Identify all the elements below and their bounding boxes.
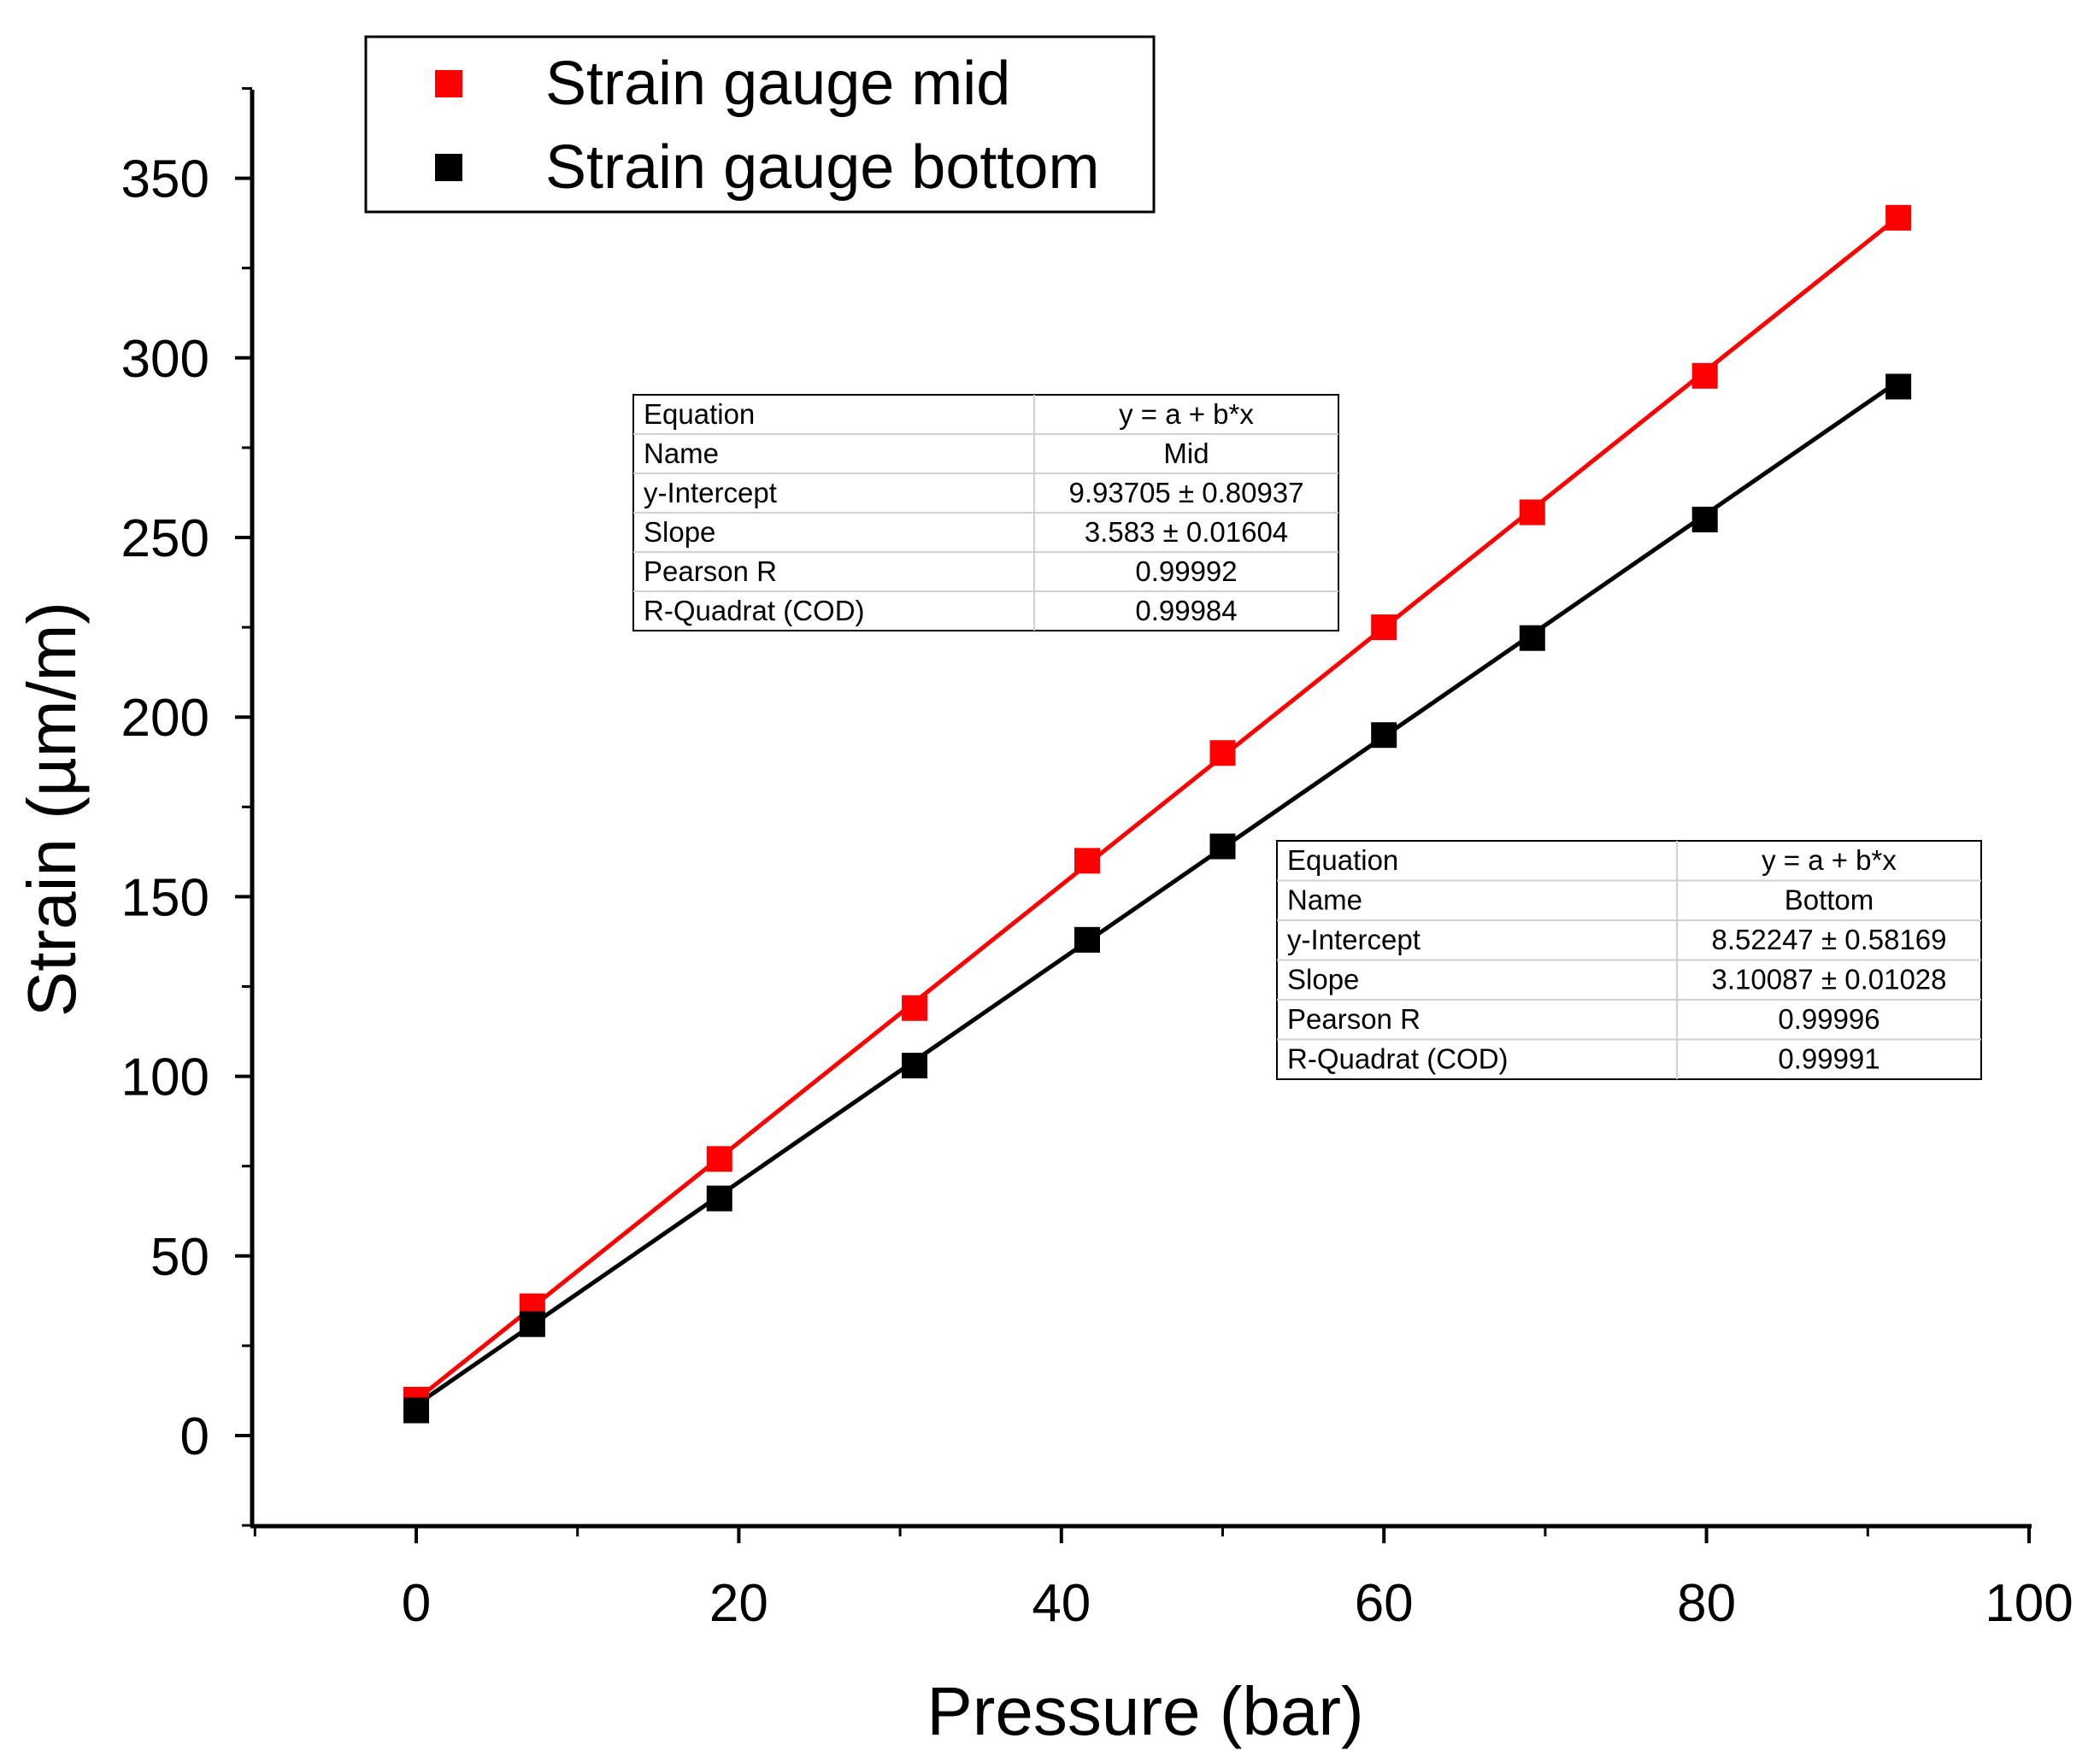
legend-marker-bottom xyxy=(435,154,462,181)
fit-table-value: 9.93705 ± 0.80937 xyxy=(1068,477,1303,508)
data-point-bottom xyxy=(1074,926,1100,953)
data-point-mid xyxy=(706,1146,732,1172)
legend-label-bottom: Strain gauge bottom xyxy=(545,133,1099,202)
y-axis-title: Strain (µm/m) xyxy=(14,602,90,1017)
y-tick-label: 300 xyxy=(121,330,209,389)
fit-table-key: Name xyxy=(644,438,719,469)
data-point-mid xyxy=(1209,740,1236,766)
data-point-bottom xyxy=(1209,833,1236,860)
fit-table-key: Name xyxy=(1287,884,1362,916)
y-tick-label: 0 xyxy=(180,1407,209,1466)
data-point-mid xyxy=(1519,499,1545,526)
fit-table-key: y-Intercept xyxy=(1287,924,1421,955)
fit-table-key: Pearson R xyxy=(1287,1003,1421,1035)
fit-table-key: Pearson R xyxy=(644,555,777,587)
axes xyxy=(250,90,2032,1529)
fit-table-value: 0.99984 xyxy=(1135,595,1237,626)
fit-line-bottom xyxy=(415,379,1900,1407)
data-point-bottom xyxy=(1885,373,1912,400)
fit-table-value: 0.99992 xyxy=(1135,555,1237,587)
y-tick-label: 100 xyxy=(121,1048,209,1107)
fit-table-key: R-Quadrat (COD) xyxy=(1287,1043,1509,1075)
data-point-bottom xyxy=(403,1397,429,1424)
data-point-bottom xyxy=(519,1311,545,1337)
data-point-mid xyxy=(1885,204,1912,231)
data-point-mid xyxy=(1691,362,1718,389)
fit-table-key: Equation xyxy=(1287,844,1398,876)
data-point-bottom xyxy=(706,1185,732,1212)
x-tick-label: 80 xyxy=(1677,1574,1736,1633)
fit-table-mid: Equation y = a + b*x Name Mid y-Intercept 9.9… xyxy=(632,394,1339,631)
data-point-mid xyxy=(902,995,928,1021)
data-point-bottom xyxy=(1371,722,1397,749)
fit-line-mid xyxy=(415,214,1900,1402)
x-tick-label: 60 xyxy=(1355,1574,1414,1633)
fit-table-value: y = a + b*x xyxy=(1762,844,1897,876)
data-point-bottom xyxy=(1691,506,1718,532)
x-axis-title: Pressure (bar) xyxy=(926,1673,1363,1749)
ticks: 0 20 40 60 80 100 0 50 100 150 200 250 300 350 xyxy=(121,87,2074,1633)
x-tick-label: 0 xyxy=(402,1574,431,1633)
fit-table-value: 0.99991 xyxy=(1778,1043,1879,1075)
y-tick-label: 350 xyxy=(121,150,209,209)
x-tick-label: 100 xyxy=(1985,1574,2073,1633)
fit-table-key: Slope xyxy=(644,516,715,548)
fit-table-value: y = a + b*x xyxy=(1119,398,1254,430)
fit-table-value: 3.583 ± 0.01604 xyxy=(1085,516,1288,548)
y-tick-label: 150 xyxy=(121,868,209,927)
legend-label-mid: Strain gauge mid xyxy=(545,50,1010,118)
data-point-mid xyxy=(1371,614,1397,641)
fit-tables: Equation y = a + b*x Name Mid y-Intercept 9.9… xyxy=(632,394,1982,1080)
data-point-mid xyxy=(1074,848,1100,874)
fit-table-key: Equation xyxy=(644,398,755,430)
fit-table-value: 3.10087 ± 0.01028 xyxy=(1711,964,1946,995)
fit-table-key: y-Intercept xyxy=(644,477,777,508)
fit-table-key: R-Quadrat (COD) xyxy=(644,595,865,626)
legend-box xyxy=(364,35,1156,214)
fit-table-value: 0.99996 xyxy=(1778,1003,1879,1035)
x-tick-label: 40 xyxy=(1032,1574,1091,1633)
y-tick-label: 250 xyxy=(121,509,209,568)
legend-marker-mid xyxy=(435,70,462,97)
fit-table-value: Mid xyxy=(1163,438,1209,469)
fit-table-value: Bottom xyxy=(1785,884,1874,916)
data-point-bottom xyxy=(1519,625,1545,651)
fit-table-bottom: Equation y = a + b*x Name Bottom y-Intercept… xyxy=(1276,840,1982,1080)
fit-table-value: 8.52247 ± 0.58169 xyxy=(1711,924,1946,955)
x-tick-label: 20 xyxy=(709,1574,768,1633)
fit-table-key: Slope xyxy=(1287,964,1359,995)
data-point-bottom xyxy=(902,1052,928,1078)
y-tick-label: 200 xyxy=(121,689,209,748)
series xyxy=(403,204,1912,1424)
y-tick-label: 50 xyxy=(150,1228,209,1287)
legend: Strain gauge mid Strain gauge bottom xyxy=(364,35,1156,214)
